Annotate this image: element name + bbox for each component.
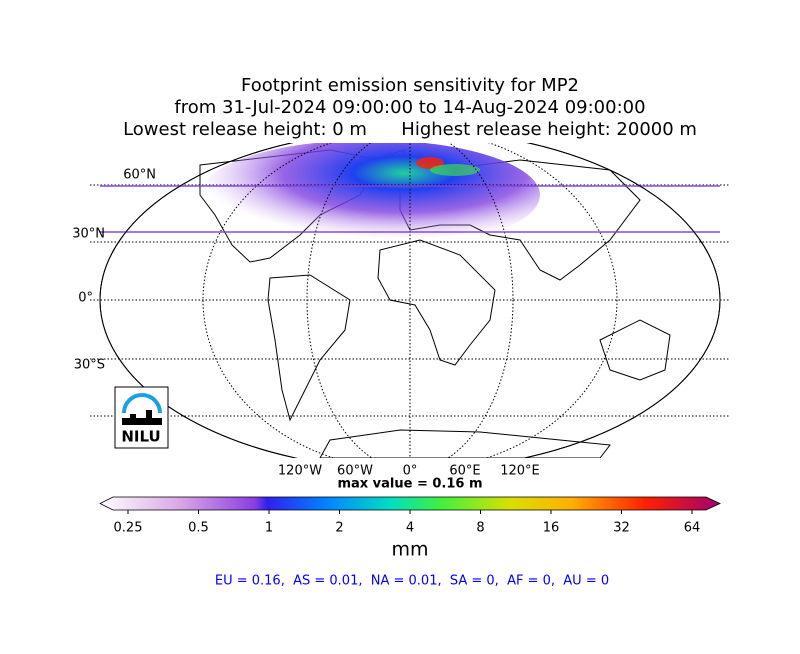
- colorbar-tick-label: 16: [543, 521, 560, 536]
- colorbar-tick-label: 2: [335, 521, 343, 536]
- colorbar: [99, 496, 721, 511]
- colorbar-tick-label: 0.5: [188, 521, 209, 536]
- lon-label: 0°: [403, 464, 418, 479]
- lon-label: 60°W: [337, 464, 373, 479]
- lon-label: 120°E: [500, 464, 540, 479]
- lat-label: 0°: [78, 291, 93, 306]
- colorbar-unit: mm: [391, 539, 428, 561]
- colorbar-tick-label: 1: [265, 521, 273, 536]
- title-line: Lowest release height: 0 m Highest relea…: [123, 119, 697, 140]
- lat-labels: 60°N 30°N 0° 30°S: [72, 168, 156, 373]
- map-border: [99, 143, 721, 458]
- title-line: from 31-Jul-2024 09:00:00 to 14-Aug-2024…: [174, 97, 645, 118]
- colorbar-ticks: 0.25 0.5 1 2 4 8 16 32 64: [114, 510, 701, 536]
- lon-labels: 120°W 60°W 0° 60°E 120°E: [278, 464, 540, 479]
- title-line: Footprint emission sensitivity for MP2: [241, 75, 579, 96]
- colorbar-tick-label: 0.25: [114, 521, 143, 536]
- logo-text: NILU: [121, 428, 160, 446]
- lat-label: 30°N: [72, 227, 105, 242]
- colorbar-tick-label: 32: [613, 521, 630, 536]
- colorbar-tick-label: 64: [684, 521, 701, 536]
- lat-label: 30°S: [74, 358, 105, 373]
- colorbar-tick-label: 4: [406, 521, 414, 536]
- map: [90, 143, 730, 458]
- title: Footprint emission sensitivity for MP2 f…: [123, 75, 697, 140]
- lon-label: 120°W: [278, 464, 322, 479]
- footprint-plume: [200, 143, 540, 250]
- region-summary: EU = 0.16, AS = 0.01, NA = 0.01, SA = 0,…: [215, 574, 609, 589]
- logo: NILU: [114, 386, 169, 449]
- lon-label: 60°E: [449, 464, 480, 479]
- max-value: max value = 0.16 m: [337, 477, 482, 492]
- lat-label: 60°N: [123, 168, 156, 183]
- colorbar-tick-label: 8: [476, 521, 484, 536]
- plume-core: [430, 164, 480, 176]
